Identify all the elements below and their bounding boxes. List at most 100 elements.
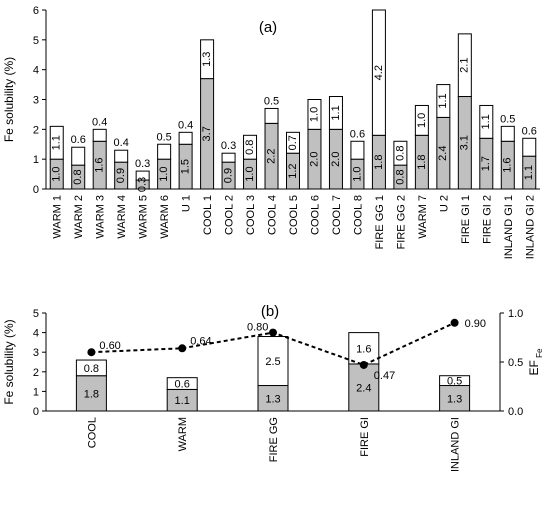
bar-bottom-label: 1.3 — [265, 393, 280, 405]
x-tick-label: WARM 3 — [95, 195, 107, 239]
bar-top — [371, 9, 386, 136]
bar-top-label: 0.6 — [71, 134, 86, 146]
bar-bottom-label: 1.1 — [523, 165, 535, 180]
bar-bottom — [75, 375, 107, 412]
bar-top-label: 0.6 — [350, 128, 365, 140]
x-tick-label: COOL 3 — [245, 195, 257, 235]
bar-bottom-label: 1.6 — [502, 157, 514, 172]
bar-top — [522, 137, 537, 157]
x-tick-label: COOL 5 — [288, 195, 300, 235]
x-tick-label: WARM — [177, 417, 189, 451]
bar-top-label: 1.1 — [330, 105, 342, 120]
x-tick-label: WARM 2 — [73, 195, 85, 239]
x-tick-label: WARM 5 — [138, 195, 150, 239]
bar-top-label: 1.6 — [356, 343, 371, 355]
x-tick-label: FIRE GG 2 — [395, 195, 407, 249]
bar-bottom-label: 0.3 — [137, 177, 149, 192]
bar-bottom — [348, 363, 380, 412]
bar-top — [286, 131, 300, 154]
bar-top — [414, 104, 429, 136]
bar-bottom-label: 1.7 — [480, 156, 492, 171]
ef-point — [178, 344, 187, 353]
x-tick-label: U 2 — [438, 195, 450, 212]
bar-bottom — [439, 385, 471, 412]
bar-top-label: 1.1 — [51, 135, 63, 150]
bar-top-label: 0.5 — [264, 95, 279, 107]
bar-bottom-label: 1.3 — [447, 393, 462, 405]
x-tick-label: COOL 4 — [267, 195, 279, 235]
y-tick-label: 4 — [33, 328, 39, 340]
x-tick-label: INLAND GI — [450, 417, 462, 472]
bar-top-label: 1.1 — [437, 93, 449, 108]
bar-top — [114, 149, 129, 163]
bar-top-label: 0.6 — [175, 379, 190, 391]
x-tick-label: FIRE GG 1 — [374, 195, 386, 249]
bar-bottom-label: 2.2 — [265, 149, 277, 164]
ef-point-label: 0.47 — [374, 370, 395, 382]
bar-bottom-label: 2.4 — [356, 382, 371, 394]
ef-point — [359, 360, 368, 369]
bar-top — [257, 336, 289, 387]
bar-bottom-label: 1.1 — [175, 395, 190, 407]
bar-bottom-label: 0.9 — [222, 168, 234, 183]
ef-point — [269, 328, 277, 337]
bar-top-label: 1.3 — [201, 52, 213, 67]
panel-b: (b) Fe solubility (%) 0 1 2 3 4 5 0.0 0.5 1.0 EF Fe… — [2, 303, 544, 472]
bar-top — [221, 152, 236, 163]
bar-bottom-label: 1.8 — [416, 155, 428, 170]
y2-tick-label: 0.5 — [508, 357, 523, 369]
ef-point-label: 0.90 — [465, 318, 486, 330]
bar-bottom-label: 0.9 — [115, 168, 127, 183]
bar-top — [243, 134, 258, 160]
bar-bottom-label: 3.1 — [459, 135, 471, 150]
x-tick-label: COOL 6 — [309, 195, 321, 235]
y-axis-title: Fe solubility (%) — [2, 57, 16, 142]
bar-top — [436, 84, 451, 118]
bar-top — [157, 143, 172, 160]
y2-tick-label: 1.0 — [508, 308, 523, 320]
x-tick-label: FIRE GI 2 — [481, 195, 493, 244]
x-tick-label: FIRE GG — [268, 417, 280, 462]
y-tick-label: 3 — [33, 347, 39, 359]
bar-top-label: 1.0 — [308, 107, 320, 122]
ef-point-label: 0.64 — [190, 335, 211, 347]
bar-top — [307, 99, 322, 130]
y2-axis-title-main: EF — [527, 360, 541, 375]
bar-top — [166, 377, 198, 390]
bar-top — [500, 125, 515, 142]
bar-top-label: 0.4 — [92, 116, 107, 128]
y-tick-label: 1 — [33, 154, 39, 166]
panel-a: (a) Fe solubility (%) 0 1 2 3 4 5 6 1.0 1.1 WARM 1 0… — [2, 5, 540, 259]
bar-top — [264, 107, 279, 124]
bar-top-label: 2.5 — [265, 356, 280, 368]
bar-bottom-label: 1.0 — [244, 166, 256, 181]
y-axis-title: Fe solubility (%) — [2, 319, 16, 404]
bar-bottom-label: 0.8 — [394, 169, 406, 184]
x-tick-label: WARM 1 — [52, 195, 64, 239]
ef-point-label: 0.60 — [99, 340, 120, 352]
x-tick-label: COOL 8 — [352, 195, 364, 235]
bar-top-label: 0.8 — [244, 140, 256, 155]
bar-bottom-label: 0.8 — [72, 169, 84, 184]
ef-point — [450, 318, 459, 327]
bar-bottom-label: 2.4 — [437, 146, 449, 161]
bar-top-label: 0.3 — [221, 140, 236, 152]
bar-top — [348, 332, 380, 365]
bar-top-label: 1.0 — [416, 113, 428, 128]
bar-top-label: 0.5 — [447, 376, 462, 388]
y-tick-label: 1 — [33, 386, 39, 398]
bar-top — [49, 125, 64, 160]
bar-top — [178, 131, 193, 145]
bar-top — [479, 104, 494, 139]
bar-top — [328, 96, 343, 130]
x-tick-label: WARM 4 — [116, 195, 128, 239]
bar-top-label: 0.6 — [522, 125, 537, 137]
y-tick-label: 4 — [33, 65, 39, 77]
y-tick-label: 3 — [33, 95, 39, 107]
bar-top — [200, 39, 215, 80]
x-tick-label: COOL 2 — [224, 195, 236, 235]
bar-bottom-label: 1.0 — [158, 166, 170, 181]
x-tick-label: FIRE GI 1 — [460, 195, 472, 244]
bar-top-label: 4.2 — [373, 65, 385, 80]
